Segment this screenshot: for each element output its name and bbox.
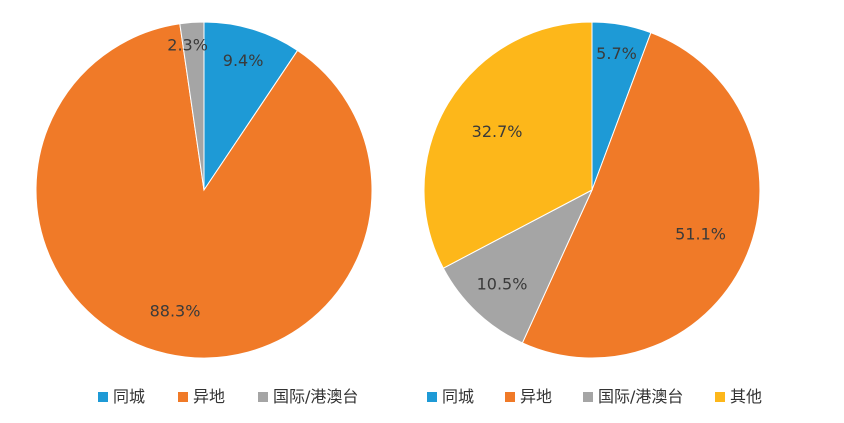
legend-right: 同城 异地 国际/港澳台 其他 [427,387,762,406]
legend-1-swatch-1 [505,392,515,402]
legend-left: 同城 异地 国际/港澳台 [98,387,358,406]
pie-1-slice-2-label: 10.5% [477,275,528,294]
legend-0-swatch-2 [258,392,268,402]
legend-1-label-0: 同城 [442,387,474,406]
legend-1-label-1: 异地 [520,387,552,406]
pie-1-slice-0-label: 5.7% [596,44,637,63]
pie-1-slice-3-label: 32.7% [472,122,523,141]
pie-1-slice-3 [423,21,593,269]
legend-1-swatch-0 [427,392,437,402]
legend-0-swatch-1 [178,392,188,402]
legend-1-swatch-3 [715,392,725,402]
legend-1-label-2: 国际/港澳台 [598,387,683,406]
pie-1-slice-1-label: 51.1% [675,225,726,244]
legend-0-label-1: 异地 [193,387,225,406]
pie-0-slice-0 [203,21,299,192]
pie-0-slice-1-label: 88.3% [150,301,201,320]
pie-1-slice-2 [442,188,594,344]
legend-1-label-3: 其他 [730,387,762,406]
legend-0-label-2: 国际/港澳台 [273,387,358,406]
pie-0-slice-2-label: 2.3% [167,35,208,54]
pie-chart-right: 5.7% 51.1% 10.5% 32.7% [423,21,761,359]
legend-0-label-0: 同城 [113,387,145,406]
pie-0-slice-1 [35,23,373,359]
pie-0-slice-2 [179,21,205,191]
pie-chart-left: 9.4% 88.3% 2.3% [35,21,373,359]
legend-1-swatch-2 [583,392,593,402]
legend-0-swatch-0 [98,392,108,402]
pie-0-slice-0-label: 9.4% [223,51,264,70]
pie-1-slice-1 [521,32,761,359]
